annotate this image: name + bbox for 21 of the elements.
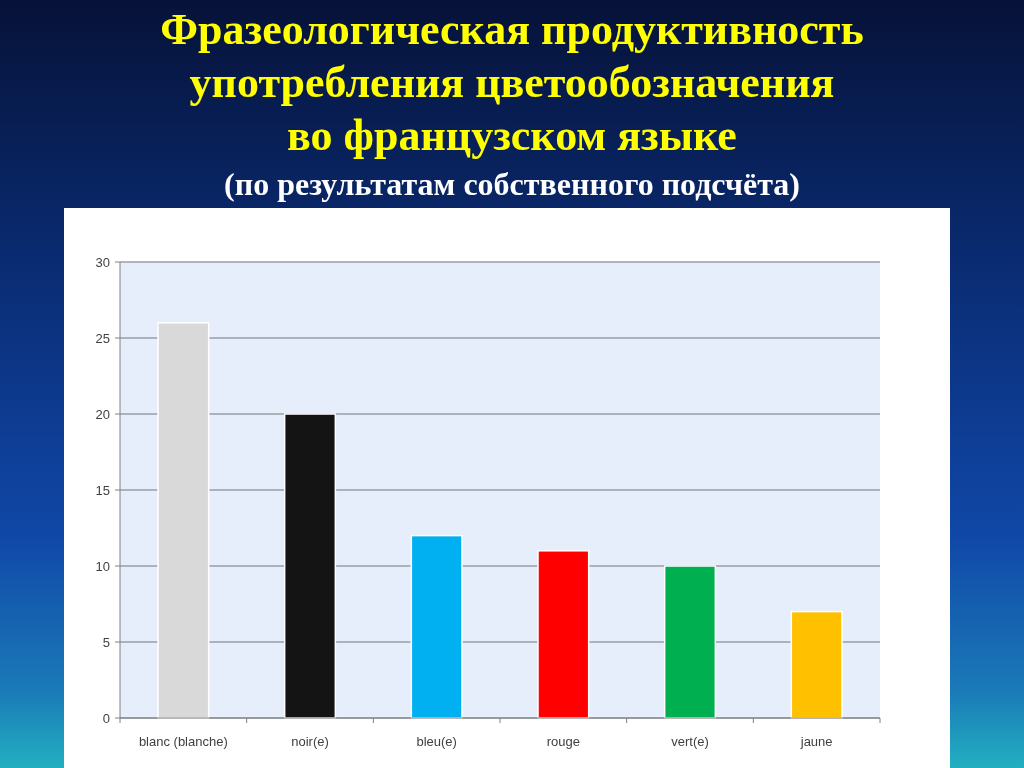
x-tick-label: bleu(e) xyxy=(416,734,457,749)
chart-subtitle: (по результатам собственного подсчёта) xyxy=(224,166,800,202)
x-tick-label: vert(e) xyxy=(671,734,709,749)
x-tick-label: blanc (blanche) xyxy=(138,734,228,749)
y-tick-label: 15 xyxy=(95,482,110,498)
bar xyxy=(790,610,843,719)
y-tick-label: 5 xyxy=(102,634,110,650)
y-tick-label: 25 xyxy=(95,330,110,346)
y-tick-label: 0 xyxy=(102,710,110,726)
y-tick-label: 30 xyxy=(95,254,110,270)
y-tick-label: 10 xyxy=(95,558,110,574)
chart-title: Фразеологическая продуктивность употребления цветообозначения во французском языке xyxy=(160,5,864,160)
bar xyxy=(157,322,210,719)
bar xyxy=(537,550,590,719)
x-tick-label: noir(e) xyxy=(291,734,329,749)
y-tick-label: 20 xyxy=(95,406,110,422)
bar xyxy=(283,413,337,719)
x-tick-label: rouge xyxy=(546,734,580,749)
bar xyxy=(663,565,717,719)
bar xyxy=(410,534,463,719)
x-tick-label: jaune xyxy=(799,734,833,749)
